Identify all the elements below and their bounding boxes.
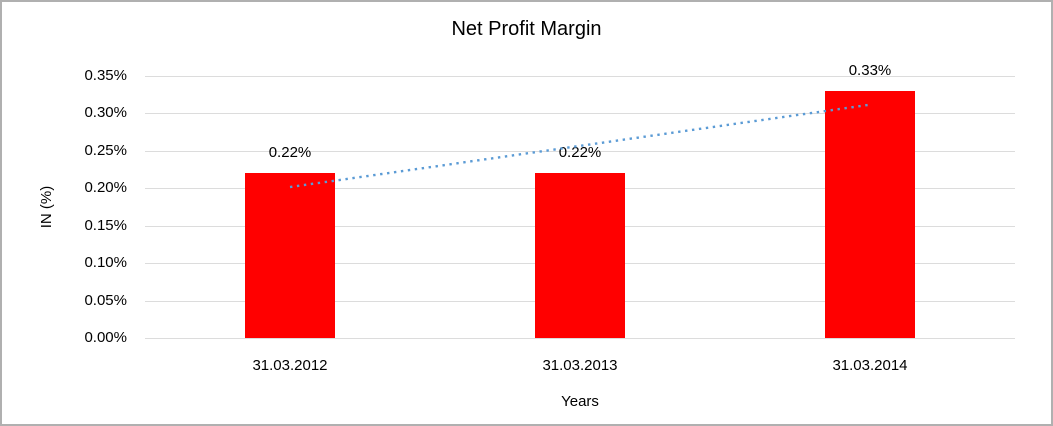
bar — [245, 173, 335, 338]
gridline — [145, 76, 1015, 77]
y-tick-label: 0.35% — [84, 67, 127, 84]
y-tick-label: 0.20% — [84, 179, 127, 196]
bar — [535, 173, 625, 338]
y-tick-label: 0.05% — [84, 292, 127, 309]
x-category-label: 31.03.2013 — [542, 357, 618, 374]
x-category-label: 31.03.2012 — [252, 357, 328, 374]
x-axis-title: Years — [561, 393, 599, 410]
y-tick-label: 0.10% — [84, 254, 127, 271]
bar-data-label: 0.22% — [558, 144, 602, 161]
y-tick-label: 0.25% — [84, 142, 127, 159]
chart-title: Net Profit Margin — [451, 18, 602, 40]
bar — [825, 91, 915, 338]
x-category-label: 31.03.2014 — [832, 357, 908, 374]
y-axis-title: IN (%) — [38, 185, 55, 229]
y-tick-label: 0.00% — [84, 329, 127, 346]
gridline — [145, 338, 1015, 339]
bar-data-label: 0.22% — [268, 144, 312, 161]
y-tick-label: 0.30% — [84, 104, 127, 121]
y-tick-label: 0.15% — [84, 217, 127, 234]
bar-data-label: 0.33% — [848, 62, 892, 79]
